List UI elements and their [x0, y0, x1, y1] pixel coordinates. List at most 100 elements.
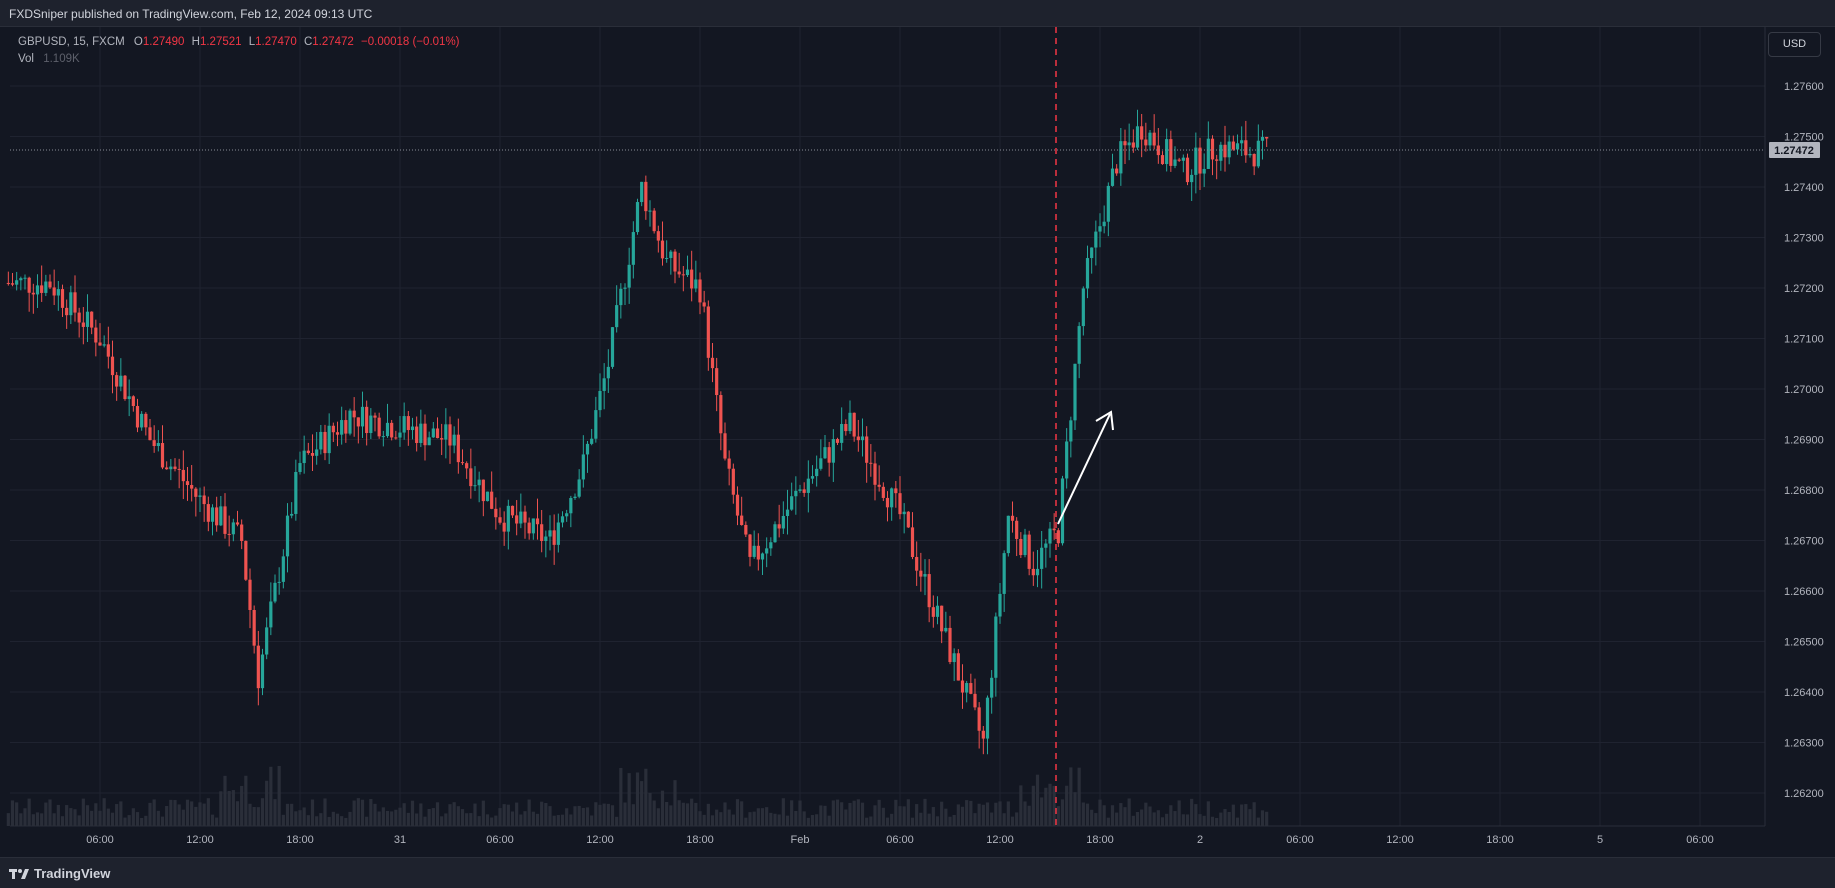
- candle: [752, 530, 756, 559]
- candle: [256, 630, 260, 706]
- volume-label[interactable]: Vol: [18, 53, 34, 65]
- volume-bar: [148, 802, 152, 826]
- candle: [785, 489, 790, 535]
- volume-bar: [456, 806, 460, 826]
- candle: [60, 284, 65, 317]
- last-price-label: 1.27472: [1769, 142, 1820, 158]
- candle: [285, 503, 290, 573]
- volume-bar: [715, 809, 719, 826]
- volume-bar: [973, 813, 977, 826]
- candle: [1260, 130, 1265, 160]
- candle: [1060, 475, 1065, 546]
- candle: [302, 435, 306, 474]
- time-tick-label: 18:00: [286, 834, 314, 846]
- candle: [973, 678, 977, 711]
- candle: [35, 274, 40, 309]
- volume-bar: [977, 803, 981, 826]
- volume-bar: [756, 808, 760, 826]
- candle: [1102, 205, 1106, 234]
- candle: [481, 479, 485, 517]
- candle: [823, 435, 827, 459]
- volume-bar: [156, 810, 160, 826]
- candle: [444, 408, 448, 459]
- candle: [219, 495, 223, 527]
- price-chart[interactable]: 1.27600 1.27500 1.27400 1.27300 1.27200 1.271…: [0, 27, 1835, 857]
- volume-bar: [690, 798, 694, 826]
- volume-bar: [598, 804, 602, 826]
- candle: [160, 425, 165, 470]
- candle: [660, 221, 665, 266]
- candle: [319, 424, 323, 455]
- candle: [627, 247, 631, 304]
- candle: [44, 274, 48, 297]
- candle: [335, 421, 340, 447]
- volume-bar: [360, 799, 365, 826]
- volume-bar: [840, 802, 844, 826]
- volume-bar: [952, 814, 956, 826]
- volume-bar: [927, 813, 931, 826]
- volume-bar: [1235, 817, 1240, 826]
- volume-bar: [256, 807, 260, 826]
- price-axis[interactable]: [1764, 27, 1835, 827]
- candle: [1202, 153, 1206, 187]
- candle: [956, 649, 960, 681]
- candle: [644, 175, 648, 220]
- candle: [269, 582, 273, 636]
- volume-bar: [323, 798, 327, 826]
- volume-bar: [652, 800, 656, 826]
- candle: [156, 430, 160, 452]
- candle: [652, 208, 656, 234]
- volume-bar: [102, 798, 106, 826]
- candle: [677, 252, 681, 278]
- price-tick-label: 1.27500: [1784, 132, 1824, 144]
- candle: [340, 406, 344, 445]
- candle: [523, 505, 527, 539]
- volume-bar: [27, 798, 31, 826]
- candle: [148, 418, 152, 441]
- volume-bar: [248, 803, 252, 826]
- volume-bar: [723, 802, 727, 826]
- volume-bar: [194, 806, 198, 826]
- candle: [640, 181, 644, 207]
- volume-bar: [98, 810, 102, 826]
- time-tick-label: 5: [1597, 834, 1603, 846]
- volume-bar: [419, 803, 423, 826]
- candle: [360, 391, 365, 438]
- candle: [190, 465, 194, 502]
- candle: [656, 225, 660, 253]
- annotation-arrow[interactable]: [1057, 410, 1114, 525]
- candle: [1177, 157, 1181, 162]
- volume-bar: [869, 816, 873, 826]
- volume-bar: [48, 799, 52, 826]
- candle: [85, 294, 90, 343]
- tradingview-logo[interactable]: TradingView: [9, 866, 110, 881]
- volume-bar: [719, 812, 723, 826]
- candle: [748, 534, 752, 567]
- symbol-label[interactable]: GBPUSD, 15, FXCM: [18, 36, 125, 48]
- candle: [623, 283, 627, 305]
- candle: [698, 272, 702, 315]
- candle: [998, 583, 1002, 624]
- candle: [110, 340, 115, 394]
- volume-bar: [106, 808, 110, 826]
- volume-bar: [677, 800, 681, 826]
- candle: [794, 476, 798, 515]
- candle: [685, 255, 690, 278]
- time-tick-label: 18:00: [686, 834, 714, 846]
- volume-bar: [910, 817, 915, 826]
- volume-bar: [269, 766, 273, 826]
- volume-bar: [944, 808, 948, 826]
- candle: [727, 450, 731, 486]
- volume-bar: [1102, 805, 1106, 826]
- volume-bar: [481, 800, 485, 826]
- candle: [802, 482, 806, 497]
- volume-bar: [898, 806, 902, 826]
- candle: [1210, 135, 1215, 176]
- candle: [569, 495, 573, 528]
- volume-bar: [310, 799, 315, 826]
- candle: [635, 198, 640, 235]
- volume-bar: [548, 806, 552, 826]
- candle: [31, 283, 35, 314]
- volume-bar: [1144, 802, 1148, 826]
- currency-button[interactable]: USD: [1768, 32, 1821, 57]
